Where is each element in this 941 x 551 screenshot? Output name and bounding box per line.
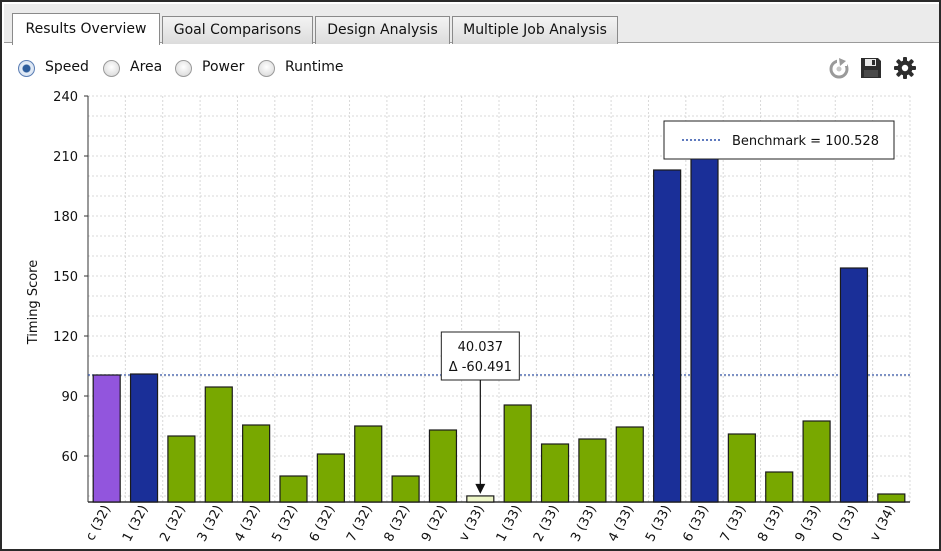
y-tick-label: 90 (61, 390, 78, 405)
x-category-label: 8 (33) (755, 503, 787, 545)
annotation-arrow-head (475, 483, 486, 494)
x-category-label: 4 (32) (232, 503, 264, 545)
x-category-label: 4 (33) (606, 503, 638, 545)
legend-benchmark-label: Benchmark = 100.528 (732, 134, 879, 149)
bar-12[interactable] (540, 443, 570, 503)
annotation-value: 40.037 (458, 340, 504, 355)
radio-speed-indicator (18, 60, 35, 77)
bar-5[interactable] (279, 475, 308, 503)
x-category-label: v (34) (868, 503, 899, 544)
y-tick-label: 210 (53, 150, 78, 165)
save-icon[interactable] (859, 56, 883, 80)
radio-runtime-label: Runtime (285, 59, 344, 75)
x-category-label: 5 (32) (269, 503, 301, 545)
bar-4[interactable] (242, 424, 271, 503)
tab-design-analysis[interactable]: Design Analysis (315, 16, 450, 44)
x-category-label: 7 (33) (718, 503, 750, 545)
x-category-label: 6 (32) (307, 503, 339, 545)
bar-1[interactable] (129, 373, 159, 503)
annotation-delta: Δ -60.491 (449, 360, 512, 375)
x-category-label: 1 (32) (120, 503, 152, 545)
radio-speed[interactable]: Speed (18, 58, 98, 80)
y-tick-label: 240 (53, 90, 78, 105)
radio-area-indicator (103, 60, 120, 77)
y-tick-label: 150 (53, 270, 78, 285)
x-category-label: c (32) (83, 503, 114, 544)
bar-0[interactable] (92, 374, 121, 503)
x-category-label: 9 (33) (793, 503, 825, 545)
bar-11[interactable] (503, 404, 532, 503)
x-category-label: 5 (33) (643, 503, 675, 545)
bar-20[interactable] (839, 267, 869, 503)
y-tick-label: 180 (53, 210, 78, 225)
x-category-label: 3 (33) (568, 503, 600, 545)
bar-3[interactable] (204, 386, 233, 503)
radio-power[interactable]: Power (175, 58, 255, 80)
bar-16[interactable] (690, 143, 719, 503)
tab-multiple-job-analysis[interactable]: Multiple Job Analysis (452, 16, 618, 44)
x-category-label: 0 (33) (830, 503, 862, 545)
tab-goal-comparisons[interactable]: Goal Comparisons (162, 16, 313, 44)
gear-icon[interactable] (893, 56, 917, 80)
annotation-box (440, 331, 520, 381)
bar-8[interactable] (391, 475, 420, 503)
bar-21[interactable] (877, 493, 906, 503)
tab-bar: Results Overview Goal Comparisons Design… (4, 4, 939, 45)
radio-power-label: Power (202, 59, 245, 75)
x-category-label: 1 (33) (494, 503, 526, 545)
bar-10[interactable] (466, 495, 495, 503)
bar-18[interactable] (765, 471, 794, 503)
bar-6[interactable] (316, 453, 345, 503)
bar-7[interactable] (354, 425, 383, 503)
bar-13[interactable] (578, 438, 607, 503)
refresh-icon[interactable] (827, 56, 851, 80)
x-category-label: 7 (32) (344, 503, 376, 545)
x-category-label: 2 (32) (157, 503, 189, 545)
x-category-label: 9 (32) (419, 503, 451, 545)
tab-results-overview[interactable]: Results Overview (12, 13, 160, 45)
x-category-label: 8 (32) (382, 503, 414, 545)
bar-15[interactable] (653, 169, 682, 503)
bar-14[interactable] (615, 426, 644, 503)
x-category-label: v (33) (457, 503, 488, 544)
bar-2[interactable] (167, 435, 196, 503)
bar-9[interactable] (428, 429, 458, 503)
bar-19[interactable] (802, 420, 831, 503)
radio-area-label: Area (130, 59, 163, 75)
y-tick-label: 60 (61, 450, 78, 465)
y-axis-label: Timing Score (26, 260, 41, 345)
y-tick-label: 120 (53, 330, 78, 345)
x-category-label: 2 (33) (531, 503, 563, 545)
radio-area[interactable]: Area (103, 58, 173, 80)
radio-power-indicator (175, 60, 192, 77)
radio-speed-label: Speed (45, 59, 89, 75)
radio-runtime-indicator (258, 60, 275, 77)
radio-runtime[interactable]: Runtime (258, 58, 348, 80)
bar-17[interactable] (727, 433, 756, 503)
x-category-label: 6 (33) (680, 503, 712, 545)
x-category-label: 3 (32) (195, 503, 227, 545)
